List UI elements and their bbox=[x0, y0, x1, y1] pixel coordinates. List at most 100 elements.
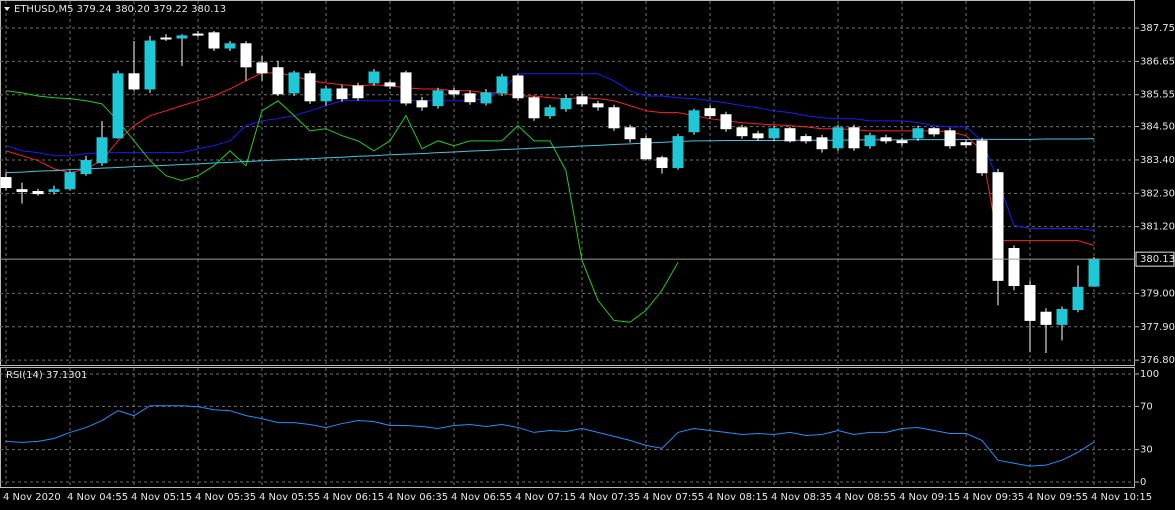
candle-body bbox=[352, 85, 364, 99]
y-tick-label: 384.50 bbox=[1140, 122, 1175, 133]
x-tick-label: 4 Nov 05:55 bbox=[259, 492, 320, 503]
candle-body bbox=[80, 160, 92, 175]
current-price-box bbox=[1135, 251, 1175, 267]
candle-body bbox=[336, 88, 348, 100]
candle-body bbox=[1088, 258, 1100, 287]
rsi-panel-frame bbox=[0, 367, 1135, 488]
candle-body bbox=[992, 172, 1004, 281]
candle-body bbox=[592, 103, 604, 108]
x-tick-label: 4 Nov 10:15 bbox=[1091, 492, 1152, 503]
candle-body bbox=[624, 127, 636, 140]
candle-body bbox=[480, 92, 492, 104]
main-panel-frame bbox=[0, 0, 1135, 366]
x-tick-label: 4 Nov 09:15 bbox=[899, 492, 960, 503]
candle-body bbox=[448, 90, 460, 95]
candle-body bbox=[16, 189, 28, 192]
candle-body bbox=[832, 127, 844, 149]
candle-body bbox=[160, 37, 172, 40]
candle-body bbox=[32, 190, 44, 195]
x-tick-label: 4 Nov 06:15 bbox=[323, 492, 384, 503]
candle-body bbox=[720, 114, 732, 130]
candle-body bbox=[96, 137, 108, 164]
candle-body bbox=[640, 138, 652, 160]
x-tick-label: 4 Nov 08:35 bbox=[771, 492, 832, 503]
candle-body bbox=[800, 136, 812, 142]
indicator-line bbox=[5, 72, 1095, 246]
candle-body bbox=[128, 73, 140, 90]
candle-body bbox=[288, 72, 300, 94]
candle-body bbox=[0, 177, 12, 189]
candle-body bbox=[944, 130, 956, 147]
candle-body bbox=[272, 67, 284, 95]
candle-body bbox=[784, 128, 796, 142]
candle-body bbox=[208, 32, 220, 49]
y-tick-label: 70 bbox=[1140, 401, 1153, 412]
rsi-line bbox=[5, 405, 1095, 467]
candle-body bbox=[528, 97, 540, 119]
y-tick-label: 0 bbox=[1140, 477, 1146, 488]
candle-body bbox=[896, 140, 908, 144]
x-tick-label: 4 Nov 07:15 bbox=[515, 492, 576, 503]
y-tick-label: 383.40 bbox=[1140, 155, 1175, 166]
candle-body bbox=[704, 108, 716, 117]
x-tick-label: 4 Nov 07:35 bbox=[579, 492, 640, 503]
candle-body bbox=[608, 107, 620, 129]
x-tick-label: 4 Nov 06:35 bbox=[387, 492, 448, 503]
x-tick-label: 4 Nov 2020 bbox=[3, 492, 61, 503]
candle-body bbox=[752, 133, 764, 139]
x-tick-label: 4 Nov 08:55 bbox=[835, 492, 896, 503]
y-tick-label: 385.55 bbox=[1140, 90, 1175, 101]
candle-body bbox=[768, 128, 780, 139]
candle-body bbox=[960, 142, 972, 146]
candle-body bbox=[368, 71, 380, 84]
candle-body bbox=[384, 82, 396, 87]
x-tick-label: 4 Nov 09:55 bbox=[1027, 492, 1088, 503]
x-tick-label: 4 Nov 04:55 bbox=[67, 492, 128, 503]
current-price-label: 380.13 bbox=[1140, 254, 1175, 265]
y-tick-label: 381.20 bbox=[1140, 222, 1175, 233]
candle-body bbox=[816, 137, 828, 150]
candle-body bbox=[496, 76, 508, 94]
candle-body bbox=[1072, 286, 1084, 310]
x-tick-label: 4 Nov 07:55 bbox=[643, 492, 704, 503]
candle-body bbox=[192, 33, 204, 36]
candle-body bbox=[512, 75, 524, 99]
y-tick-label: 100 bbox=[1140, 369, 1159, 380]
candle-body bbox=[432, 90, 444, 107]
x-tick-label: 4 Nov 05:35 bbox=[195, 492, 256, 503]
candle-body bbox=[64, 172, 76, 190]
candle-body bbox=[736, 127, 748, 137]
x-tick-label: 4 Nov 05:15 bbox=[131, 492, 192, 503]
candle-body bbox=[1056, 308, 1068, 325]
candle-body bbox=[976, 140, 988, 174]
candle-body bbox=[688, 110, 700, 133]
y-tick-label: 377.90 bbox=[1140, 322, 1175, 333]
candle-body bbox=[224, 43, 236, 49]
y-tick-label: 379.00 bbox=[1140, 288, 1175, 299]
candle-body bbox=[320, 88, 332, 102]
candle-body bbox=[848, 127, 860, 149]
x-tick-label: 4 Nov 08:15 bbox=[707, 492, 768, 503]
rsi-title: RSI(14) 37.1301 bbox=[6, 370, 87, 381]
y-tick-label: 382.30 bbox=[1140, 188, 1175, 199]
candle-body bbox=[240, 43, 252, 68]
candle-body bbox=[1040, 311, 1052, 325]
candle-body bbox=[48, 189, 60, 192]
candle-body bbox=[544, 107, 556, 117]
indicator-line bbox=[5, 73, 1095, 232]
candle-body bbox=[880, 137, 892, 142]
candle-body bbox=[656, 157, 668, 169]
candle-body bbox=[112, 73, 124, 139]
candle-body bbox=[560, 98, 572, 110]
candle-body bbox=[416, 100, 428, 108]
indicator-line bbox=[5, 90, 679, 323]
chart-title: ETHUSD,M5 379.24 380.20 379.22 380.13 bbox=[14, 4, 226, 15]
y-tick-label: 30 bbox=[1140, 445, 1153, 456]
candle-body bbox=[304, 73, 316, 102]
y-tick-label: 386.65 bbox=[1140, 56, 1175, 67]
x-tick-label: 4 Nov 09:35 bbox=[963, 492, 1024, 503]
candle-body bbox=[464, 93, 476, 103]
